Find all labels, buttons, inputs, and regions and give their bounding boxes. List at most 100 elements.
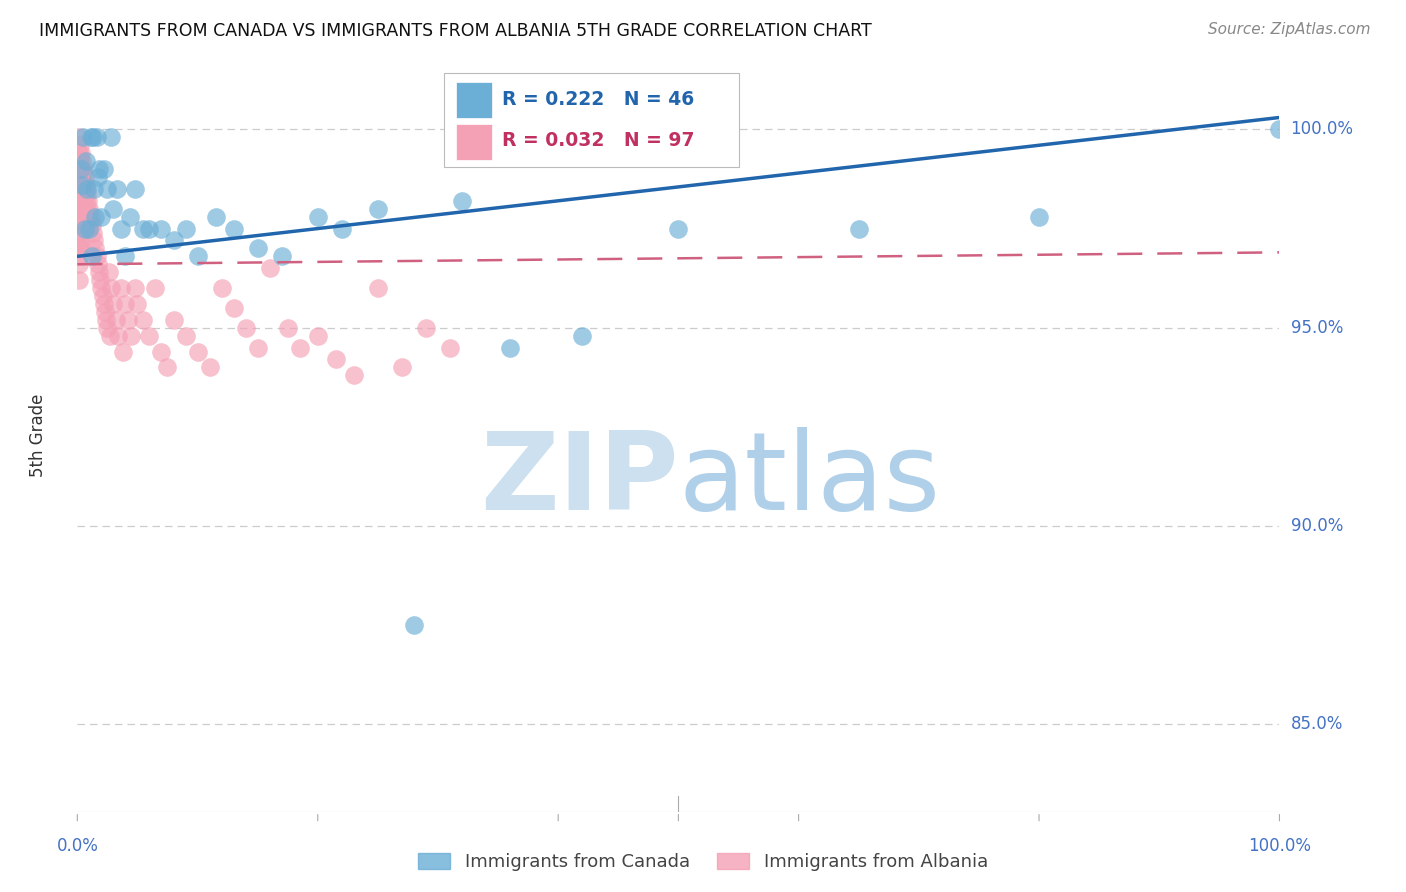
Point	[138, 328, 160, 343]
Point	[67, 194, 90, 208]
Point	[150, 344, 173, 359]
Point	[73, 221, 96, 235]
Point	[72, 162, 94, 177]
Point	[72, 178, 94, 192]
Point	[367, 202, 389, 216]
Point	[415, 320, 437, 334]
Point	[103, 202, 125, 216]
Point	[86, 130, 108, 145]
Point	[97, 265, 120, 279]
Point	[69, 154, 91, 169]
Point	[110, 281, 132, 295]
Point	[67, 257, 90, 271]
Point	[259, 261, 281, 276]
Point	[93, 162, 115, 177]
Point	[307, 328, 329, 343]
Point	[127, 297, 149, 311]
Point	[87, 265, 110, 279]
Text: Source: ZipAtlas.com: Source: ZipAtlas.com	[1208, 22, 1371, 37]
Point	[105, 182, 128, 196]
Point	[87, 257, 110, 271]
Point	[120, 210, 142, 224]
Point	[120, 328, 142, 343]
Point	[73, 169, 96, 184]
Point	[79, 218, 101, 232]
Bar	[456, 82, 492, 119]
Point	[107, 328, 129, 343]
Text: 100.0%: 100.0%	[1249, 837, 1310, 855]
Point	[69, 202, 91, 216]
Point	[174, 221, 197, 235]
Point	[76, 186, 98, 200]
Point	[90, 281, 112, 295]
Point	[93, 297, 115, 311]
Point	[96, 182, 118, 196]
Point	[325, 352, 347, 367]
Text: 5th Grade: 5th Grade	[30, 393, 48, 476]
Point	[124, 281, 146, 295]
Point	[75, 154, 97, 169]
Point	[114, 297, 136, 311]
Point	[156, 360, 179, 375]
Point	[138, 221, 160, 235]
Point	[277, 320, 299, 334]
Text: R = 0.032   N = 97: R = 0.032 N = 97	[502, 131, 695, 151]
Point	[69, 249, 91, 263]
Point	[571, 328, 593, 343]
Point	[67, 273, 90, 287]
Point	[70, 178, 93, 192]
Text: 90.0%: 90.0%	[1291, 517, 1343, 535]
Point	[330, 221, 353, 235]
Point	[235, 320, 257, 334]
Point	[499, 341, 522, 355]
Point	[186, 344, 209, 359]
Point	[80, 218, 103, 232]
Point	[367, 281, 389, 295]
Point	[96, 313, 118, 327]
Point	[70, 178, 93, 192]
Point	[668, 221, 690, 235]
Point	[67, 226, 90, 240]
Point	[91, 289, 114, 303]
Point	[67, 178, 90, 192]
FancyBboxPatch shape	[444, 73, 738, 168]
Bar	[456, 124, 492, 160]
Point	[79, 202, 101, 216]
Point	[72, 130, 94, 145]
Point	[76, 202, 98, 216]
Point	[117, 313, 139, 327]
Point	[100, 281, 122, 295]
Point	[70, 210, 93, 224]
Point	[70, 146, 93, 161]
Point	[69, 169, 91, 184]
Point	[76, 182, 98, 196]
Point	[79, 221, 101, 235]
Point	[70, 162, 93, 177]
Point	[103, 297, 125, 311]
Point	[111, 344, 134, 359]
Point	[69, 186, 91, 200]
Text: IMMIGRANTS FROM CANADA VS IMMIGRANTS FROM ALBANIA 5TH GRADE CORRELATION CHART: IMMIGRANTS FROM CANADA VS IMMIGRANTS FRO…	[39, 22, 872, 40]
Point	[110, 221, 132, 235]
Point	[72, 210, 94, 224]
Point	[67, 130, 90, 145]
Text: R = 0.222   N = 46: R = 0.222 N = 46	[502, 90, 695, 109]
Point	[70, 202, 93, 216]
Point	[270, 249, 292, 263]
Text: 85.0%: 85.0%	[1291, 715, 1343, 733]
Point	[100, 130, 122, 145]
Point	[84, 241, 107, 255]
Point	[67, 241, 90, 255]
Point	[211, 281, 233, 295]
Point	[73, 202, 96, 216]
Point	[70, 194, 93, 208]
Point	[82, 226, 104, 240]
Text: ZIP: ZIP	[479, 427, 679, 533]
Point	[222, 301, 245, 315]
Point	[98, 328, 121, 343]
Point	[70, 169, 93, 184]
Point	[162, 234, 184, 248]
Point	[104, 313, 127, 327]
Point	[198, 360, 221, 375]
Point	[1268, 122, 1291, 136]
